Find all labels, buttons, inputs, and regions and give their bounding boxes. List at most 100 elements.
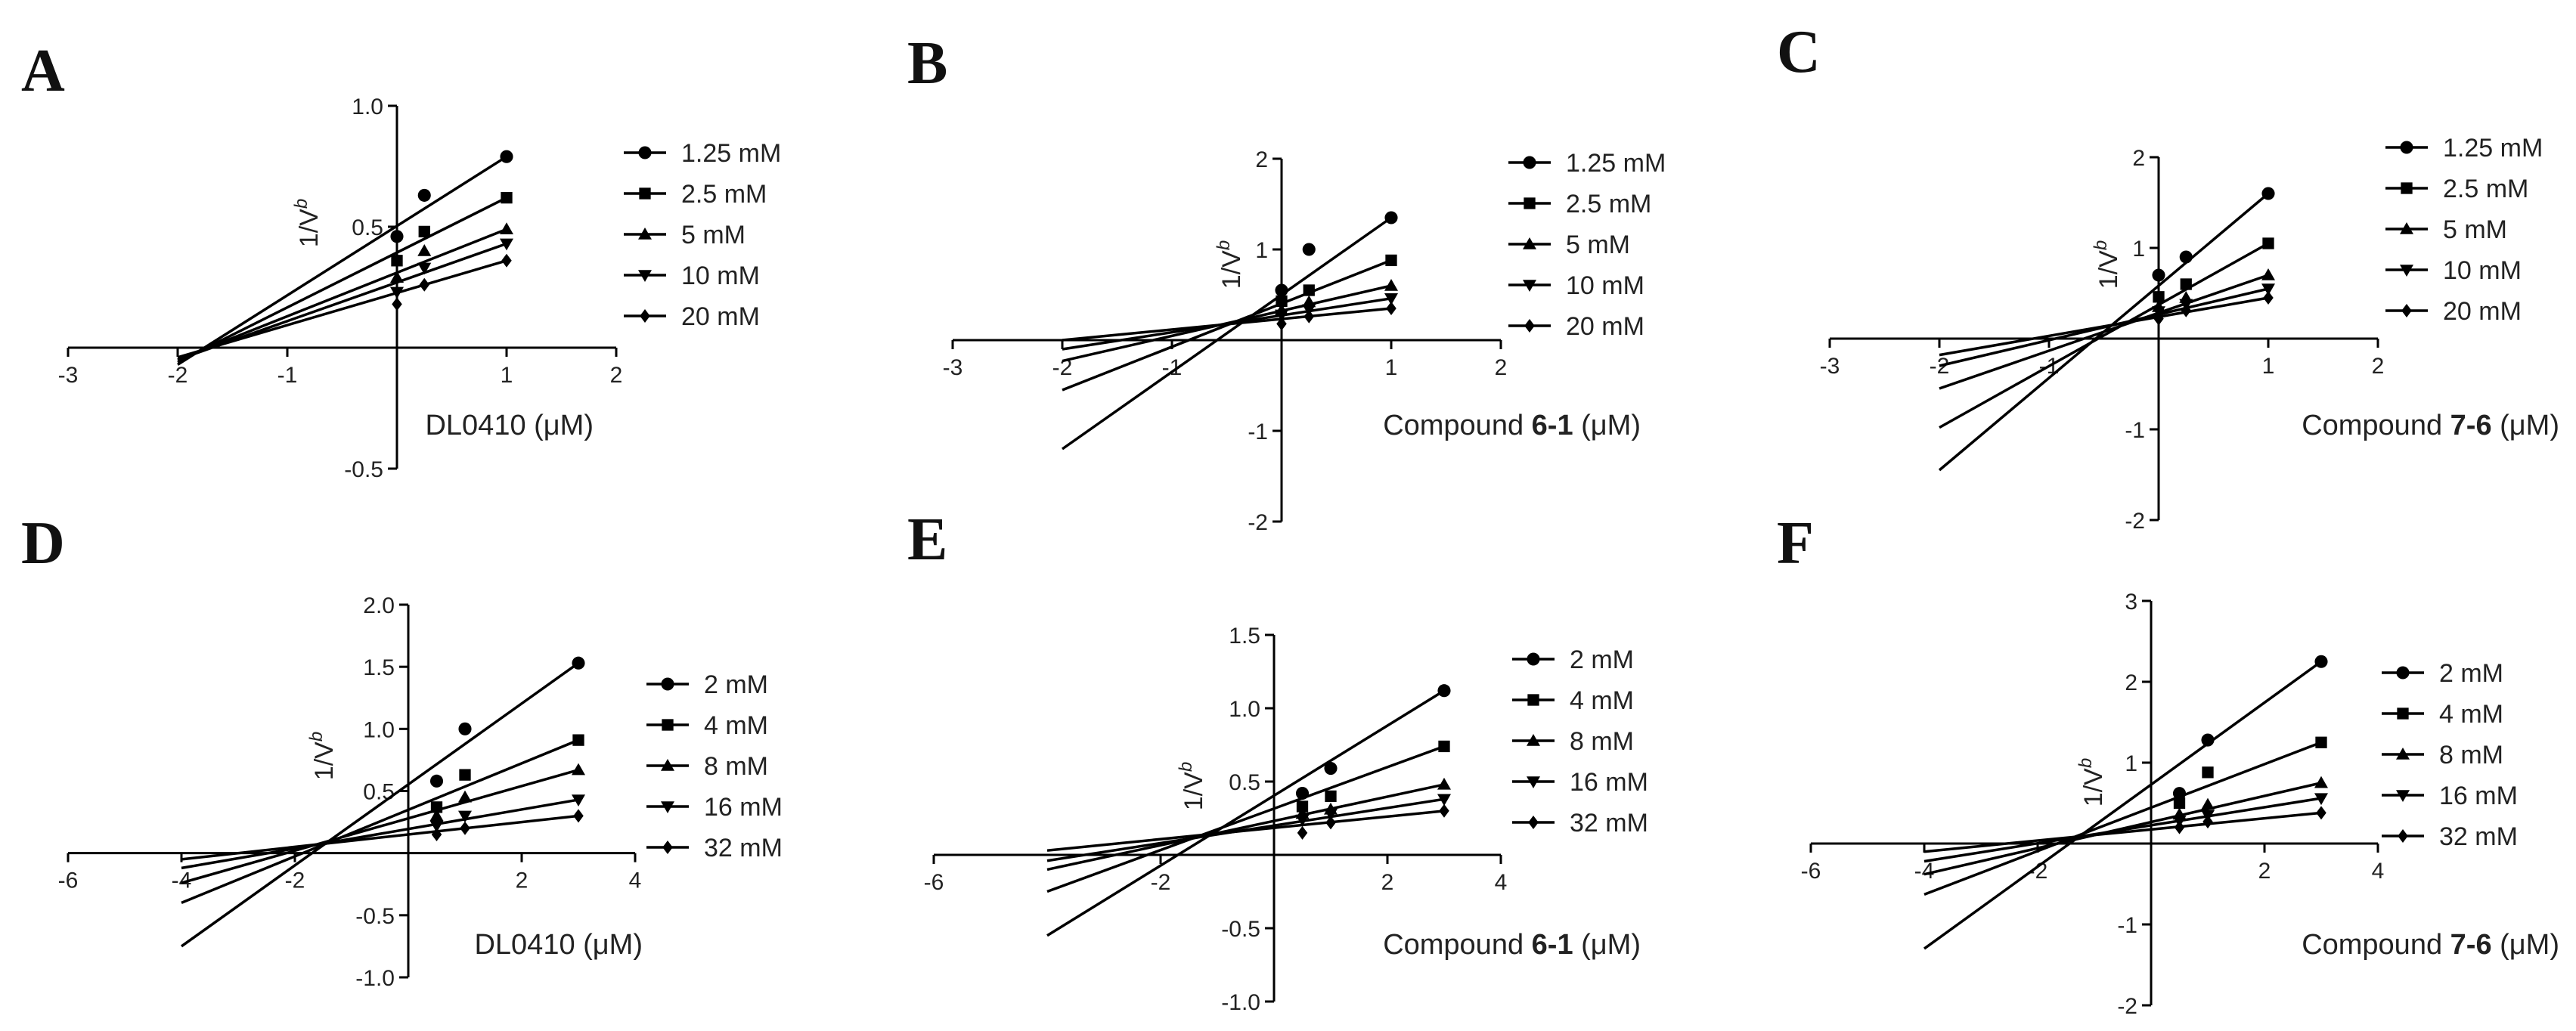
- panel-letter: B: [907, 30, 947, 97]
- x-axis-label-unit: (μM): [1573, 410, 1641, 441]
- x-tick-label: 2: [2372, 354, 2385, 379]
- legend-marker: [2396, 790, 2410, 802]
- legend-marker: [640, 309, 650, 323]
- fit-line-32-mM: [1046, 810, 1445, 852]
- y-tick-label: -1: [2125, 418, 2145, 443]
- data-point: [1384, 211, 1398, 224]
- y-axis-label: 1/Vb: [1176, 762, 1208, 810]
- data-point: [417, 262, 432, 275]
- x-tick-label: -3: [943, 355, 963, 380]
- legend-marker: [2396, 666, 2410, 680]
- data-point: [1275, 309, 1288, 322]
- legend-marker: [2400, 141, 2413, 154]
- data-point: [2152, 268, 2165, 282]
- data-point: [1384, 293, 1398, 305]
- fit-line-8-mM: [1046, 783, 1445, 872]
- fit-line-1.25-mM: [177, 155, 507, 366]
- data-point: [417, 244, 432, 256]
- legend-label: 1.25 mM: [681, 139, 781, 168]
- chart-panel-F: F -6 -4 -2 2 4 -2 -1 1 2 3 1/Vb Compound 7-6 (μM) 2 m…: [1777, 510, 2559, 1019]
- legend-marker: [2397, 707, 2409, 720]
- data-point: [1386, 302, 1396, 315]
- legend-label: 16 mM: [2439, 782, 2518, 810]
- data-point: [1276, 317, 1287, 331]
- y-tick-label: -0.5: [344, 457, 383, 482]
- data-point: [2314, 793, 2328, 806]
- data-point: [1384, 279, 1398, 291]
- data-point: [458, 722, 472, 735]
- data-point: [1438, 740, 1450, 753]
- x-axis-label: Compound 7-6 (μM): [2302, 929, 2559, 961]
- data-point: [501, 191, 513, 204]
- y-tick-label: -1.0: [1221, 990, 1260, 1015]
- legend-marker: [1524, 197, 1536, 209]
- y-axis-label-sup: b: [2091, 240, 2111, 250]
- data-point: [2153, 291, 2165, 303]
- legend-label: 8 mM: [704, 752, 768, 781]
- data-point: [2201, 797, 2215, 810]
- legend-label: 2 mM: [2439, 659, 2503, 688]
- data-point: [1437, 684, 1451, 698]
- data-point: [572, 656, 585, 670]
- y-tick-label: -2: [2125, 509, 2145, 534]
- x-tick-label: 1: [1385, 355, 1398, 380]
- legend-label: 5 mM: [681, 221, 746, 249]
- legend-label: 4 mM: [2439, 700, 2503, 729]
- data-point: [2261, 187, 2275, 200]
- legend-label: 2 mM: [1570, 646, 1634, 674]
- legend-label: 5 mM: [1566, 231, 1630, 259]
- fit-line-20-mM: [177, 259, 507, 359]
- legend-label: 2.5 mM: [1566, 190, 1651, 218]
- y-tick-label: 1.0: [1229, 697, 1260, 722]
- y-tick-label: -0.5: [1221, 917, 1260, 942]
- y-axis-label-main: 1/V: [295, 209, 324, 247]
- data-point: [2180, 278, 2192, 290]
- x-tick-label: -1: [277, 363, 298, 388]
- data-point: [2173, 797, 2186, 810]
- x-axis-label-unit: (μM): [2492, 929, 2559, 961]
- x-axis-label-prefix: Compound: [1383, 929, 1531, 961]
- data-point: [390, 271, 404, 283]
- legend: 2 mM 4 mM 8 mM 16 mM 32 mM: [2382, 659, 2518, 851]
- legend-label: 4 mM: [704, 711, 768, 740]
- legend-label: 32 mM: [1570, 809, 1648, 837]
- data-point: [458, 790, 472, 803]
- legend-marker: [638, 146, 652, 159]
- legend-marker: [662, 719, 674, 731]
- legend-label: 20 mM: [681, 302, 760, 331]
- x-tick-label: -3: [1820, 354, 1840, 379]
- data-point: [1302, 295, 1316, 308]
- y-tick-label: 2.0: [363, 593, 395, 618]
- y-axis-label-main: 1/V: [2094, 250, 2123, 289]
- legend: 1.25 mM 2.5 mM 5 mM 10 mM 20 mM: [624, 139, 781, 331]
- y-tick-label: 1.5: [363, 655, 395, 680]
- x-tick-label: 2: [1381, 870, 1394, 895]
- legend-marker: [662, 841, 673, 854]
- fit-line-1.25-mM: [1061, 216, 1393, 450]
- data-point: [431, 828, 442, 842]
- y-axis-label: 1/Vb: [306, 732, 339, 780]
- legend-marker: [2398, 829, 2408, 843]
- data-point: [2202, 766, 2214, 779]
- data-point: [2202, 815, 2213, 829]
- y-tick-label: 1: [1255, 238, 1268, 263]
- legend-label: 20 mM: [1566, 312, 1644, 341]
- legend-marker: [1523, 280, 1536, 292]
- data-point: [573, 809, 584, 823]
- legend: 2 mM 4 mM 8 mM 16 mM 32 mM: [1512, 646, 1648, 837]
- data-point: [572, 734, 584, 746]
- y-axis-label-main: 1/V: [310, 742, 339, 780]
- data-point: [390, 230, 404, 243]
- data-point: [2179, 250, 2193, 264]
- fit-line-4-mM: [1923, 741, 2322, 896]
- legend-label: 10 mM: [2443, 256, 2522, 285]
- data-point: [1295, 814, 1310, 827]
- legend-marker: [2400, 265, 2413, 277]
- fit-line-5-mM: [177, 228, 507, 361]
- y-axis-label-sup: b: [1176, 762, 1196, 772]
- data-point: [1276, 295, 1288, 308]
- data-point: [1325, 816, 1336, 830]
- legend: 2 mM 4 mM 8 mM 16 mM 32 mM: [646, 670, 783, 862]
- y-tick-label: 1.5: [1229, 624, 1260, 649]
